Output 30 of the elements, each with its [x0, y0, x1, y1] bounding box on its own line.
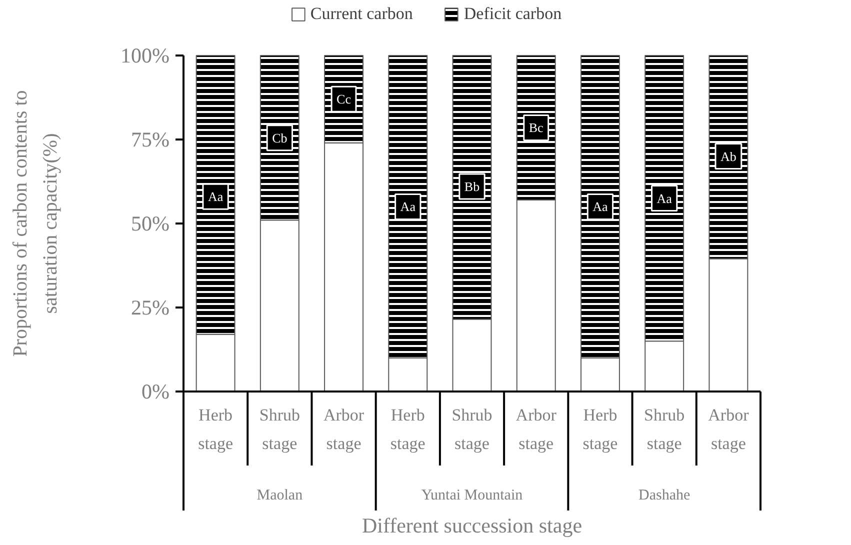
x-tick-label: Herb stage	[390, 406, 426, 453]
annotation: Aa	[656, 190, 672, 206]
annotation: Aa	[400, 199, 416, 214]
x-tick-label: Herb stage	[198, 406, 234, 453]
x-tick-label: Herb stage	[582, 406, 618, 453]
annotation: Bc	[528, 120, 544, 136]
annotation: Aa	[592, 199, 608, 214]
annotation: Cc	[336, 92, 352, 107]
text: Dashahe	[638, 488, 690, 504]
x-tick-label: Shrub stage	[452, 406, 492, 453]
x-tick-label: Shrub stage	[259, 406, 300, 453]
text: Yuntai Mountain	[421, 488, 524, 504]
y-axis-title: Proportions of carbon contents to saturation capacity(%)	[10, 90, 62, 357]
y-tick-label: 100%	[120, 44, 170, 68]
annotation: Aa	[208, 189, 224, 204]
y-tick-label: 25%	[131, 296, 170, 320]
x-tick-label: Shrub stage	[644, 406, 685, 453]
legend-label: Current carbon	[310, 4, 413, 24]
y-tick-label: 50%	[131, 212, 170, 236]
legend-label: Deficit carbon	[464, 4, 562, 24]
annotation: Bb	[464, 179, 480, 194]
x-axis-title: Different succession stage	[362, 514, 582, 538]
x-tick-label: Arbor stage	[708, 406, 750, 453]
y-tick-label: 75%	[131, 128, 170, 152]
y-tick-label: 0%	[142, 380, 170, 404]
x-tick-label: Arbor stage	[323, 406, 364, 453]
text: Maolan	[256, 488, 304, 504]
annotation: Ab	[720, 148, 736, 164]
x-tick-label: Arbor stage	[516, 406, 557, 453]
annotation: Cb	[272, 130, 288, 146]
